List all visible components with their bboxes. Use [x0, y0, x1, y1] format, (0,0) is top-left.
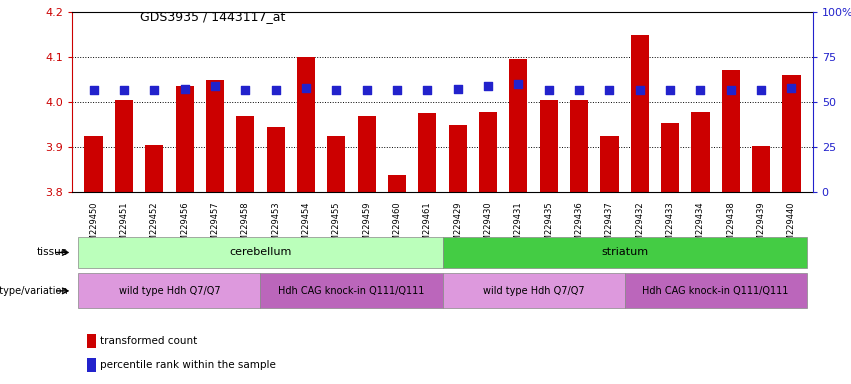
Point [117, 88, 131, 94]
Bar [631, 35, 648, 192]
Point [572, 88, 585, 94]
Text: striatum: striatum [601, 247, 648, 258]
Point [208, 83, 222, 89]
Bar [266, 127, 285, 192]
Bar [448, 125, 467, 192]
Bar [78, 273, 260, 308]
Point [87, 88, 100, 94]
Bar [625, 273, 807, 308]
Text: tissue: tissue [37, 247, 68, 258]
Bar [600, 136, 619, 192]
Bar [540, 99, 557, 192]
Point [269, 88, 283, 94]
Text: transformed count: transformed count [100, 336, 197, 346]
Bar [752, 146, 770, 192]
Point [451, 86, 465, 92]
Point [785, 85, 798, 91]
Bar [443, 273, 625, 308]
Bar [237, 116, 254, 192]
Bar [357, 116, 376, 192]
Point [603, 88, 616, 94]
Bar [328, 136, 346, 192]
Point [329, 88, 343, 94]
Point [663, 88, 677, 94]
Point [147, 88, 161, 94]
Text: wild type Hdh Q7/Q7: wild type Hdh Q7/Q7 [483, 286, 585, 296]
Bar [418, 113, 437, 192]
Bar [722, 70, 740, 192]
Bar [78, 237, 443, 268]
Bar [661, 123, 679, 192]
Bar [146, 145, 163, 192]
Bar [297, 57, 315, 192]
Point [724, 88, 738, 94]
Point [360, 88, 374, 94]
Bar [87, 358, 96, 372]
Point [391, 88, 404, 94]
Point [300, 85, 313, 91]
Text: percentile rank within the sample: percentile rank within the sample [100, 360, 277, 370]
Bar [570, 99, 588, 192]
Bar [443, 237, 807, 268]
Text: Hdh CAG knock-in Q111/Q111: Hdh CAG knock-in Q111/Q111 [278, 286, 425, 296]
Point [420, 88, 434, 94]
Text: GDS3935 / 1443117_at: GDS3935 / 1443117_at [140, 10, 285, 23]
Bar [260, 273, 443, 308]
Bar [206, 80, 224, 192]
Text: wild type Hdh Q7/Q7: wild type Hdh Q7/Q7 [118, 286, 220, 296]
Text: genotype/variation: genotype/variation [0, 286, 68, 296]
Point [542, 88, 556, 94]
Bar [691, 112, 710, 192]
Point [754, 88, 768, 94]
Bar [175, 86, 194, 192]
Point [694, 88, 707, 94]
Bar [87, 334, 96, 348]
Point [511, 81, 525, 87]
Point [238, 88, 252, 94]
Bar [782, 75, 801, 192]
Text: cerebellum: cerebellum [229, 247, 292, 258]
Bar [479, 112, 497, 192]
Bar [84, 136, 103, 192]
Point [481, 83, 494, 89]
Bar [509, 60, 528, 192]
Bar [388, 175, 406, 192]
Point [633, 88, 647, 94]
Point [178, 86, 191, 92]
Bar [115, 99, 133, 192]
Text: Hdh CAG knock-in Q111/Q111: Hdh CAG knock-in Q111/Q111 [643, 286, 789, 296]
